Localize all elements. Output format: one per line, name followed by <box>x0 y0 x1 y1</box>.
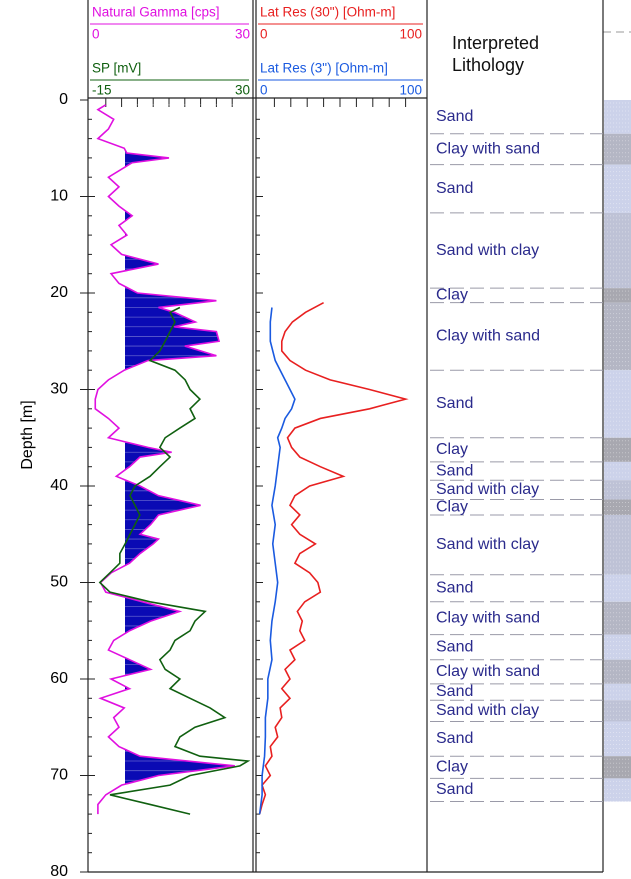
y-tick-label: 40 <box>50 477 68 494</box>
log-curve <box>94 104 235 815</box>
lithology-texture <box>604 480 631 500</box>
lithology-texture <box>604 659 631 684</box>
lithology-texture <box>604 683 631 701</box>
lithology-label: Clay <box>436 498 468 515</box>
lithology-label: Sand <box>436 462 473 479</box>
scale-min: 0 <box>92 27 100 42</box>
log-curve <box>258 301 409 815</box>
lithology-texture <box>604 164 631 213</box>
series-name: SP [mV] <box>92 61 141 76</box>
lithology-label: Sand <box>436 781 473 798</box>
y-tick-label: 60 <box>50 670 68 687</box>
lithology-texture <box>604 756 631 779</box>
lithology-label: Clay with sand <box>436 140 540 157</box>
lithology-label: Sand <box>436 395 473 412</box>
lithology-texture <box>604 212 631 289</box>
scale-max: 30 <box>235 83 250 98</box>
lithology-texture <box>604 574 631 602</box>
lithology-label: Sand <box>436 580 473 597</box>
scale-min: -15 <box>92 83 112 98</box>
y-tick-label: 50 <box>50 574 68 591</box>
y-tick-label: 30 <box>50 381 68 398</box>
lithology-texture <box>604 461 631 481</box>
lithology-label: Sand <box>436 180 473 197</box>
lithology-label: Sand <box>436 108 473 125</box>
scale-max: 100 <box>399 27 422 42</box>
scale-min: 0 <box>260 83 268 98</box>
lithology-label: Clay with sand <box>436 663 540 680</box>
y-tick-label: 20 <box>50 284 68 301</box>
lithology-texture <box>604 288 631 303</box>
lithology-texture <box>604 601 631 635</box>
series-name: Lat Res (30") [Ohm-m] <box>260 5 395 20</box>
y-tick-label: 70 <box>50 767 68 784</box>
lithology-label: Clay with sand <box>436 609 540 626</box>
y-tick-label: 0 <box>59 91 68 108</box>
lithology-texture <box>604 100 631 134</box>
lithology-label: Sand with clay <box>436 242 539 259</box>
y-tick-label: 80 <box>50 863 68 879</box>
series-name: Natural Gamma [cps] <box>92 5 220 20</box>
lithology-texture <box>604 514 631 575</box>
lithology-label: Sand <box>436 638 473 655</box>
lithology-texture <box>604 370 631 438</box>
scale-max: 100 <box>399 83 422 98</box>
lithology-label: Sand with clay <box>436 536 539 553</box>
lithology-label: Clay <box>436 441 468 458</box>
lithology-texture <box>604 721 631 757</box>
lithology-texture <box>604 133 631 165</box>
lithology-label: Clay with sand <box>436 328 540 345</box>
lithology-label: Sand with clay <box>436 702 539 719</box>
lithology-texture <box>604 302 631 371</box>
lithology-texture <box>604 499 631 515</box>
lithology-label: Clay <box>436 759 468 776</box>
y-tick-label: 10 <box>50 188 68 205</box>
scale-max: 30 <box>235 27 250 42</box>
lithology-texture <box>604 778 631 802</box>
lithology-title: Interpreted Lithology <box>452 33 540 75</box>
series-name: Lat Res (3") [Ohm-m] <box>260 61 388 76</box>
lithology-label: Sand <box>436 683 473 700</box>
lithology-label: Clay <box>436 287 468 304</box>
lithology-texture <box>604 700 631 722</box>
lithology-texture <box>604 437 631 462</box>
lithology-label: Sand with clay <box>436 481 539 498</box>
y-axis-label: Depth [m] <box>19 400 36 469</box>
log-curve <box>98 306 251 815</box>
lithology-texture <box>604 634 631 660</box>
scale-min: 0 <box>260 27 268 42</box>
lithology-label: Sand <box>436 730 473 747</box>
log-curve <box>258 307 296 815</box>
